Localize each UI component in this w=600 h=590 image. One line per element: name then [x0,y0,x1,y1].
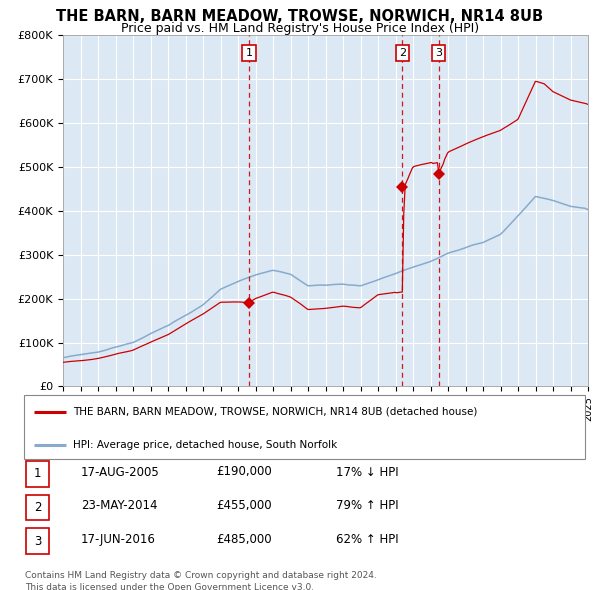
Text: THE BARN, BARN MEADOW, TROWSE, NORWICH, NR14 8UB (detached house): THE BARN, BARN MEADOW, TROWSE, NORWICH, … [73,407,478,417]
Text: 17% ↓ HPI: 17% ↓ HPI [336,466,398,478]
Text: 3: 3 [34,535,41,548]
Text: 3: 3 [435,48,442,58]
Text: 79% ↑ HPI: 79% ↑ HPI [336,499,398,512]
Text: 17-AUG-2005: 17-AUG-2005 [81,466,160,478]
Text: 17-JUN-2016: 17-JUN-2016 [81,533,156,546]
Text: Price paid vs. HM Land Registry's House Price Index (HPI): Price paid vs. HM Land Registry's House … [121,22,479,35]
Text: 1: 1 [245,48,253,58]
Text: HPI: Average price, detached house, South Norfolk: HPI: Average price, detached house, Sout… [73,440,338,450]
Text: 2: 2 [34,501,41,514]
Text: THE BARN, BARN MEADOW, TROWSE, NORWICH, NR14 8UB: THE BARN, BARN MEADOW, TROWSE, NORWICH, … [56,9,544,24]
Text: Contains HM Land Registry data © Crown copyright and database right 2024.
This d: Contains HM Land Registry data © Crown c… [25,571,377,590]
Text: 1: 1 [34,467,41,480]
Text: £455,000: £455,000 [216,499,272,512]
Text: 23-MAY-2014: 23-MAY-2014 [81,499,157,512]
Text: 62% ↑ HPI: 62% ↑ HPI [336,533,398,546]
Text: £190,000: £190,000 [216,466,272,478]
Text: 2: 2 [399,48,406,58]
Text: £485,000: £485,000 [216,533,272,546]
